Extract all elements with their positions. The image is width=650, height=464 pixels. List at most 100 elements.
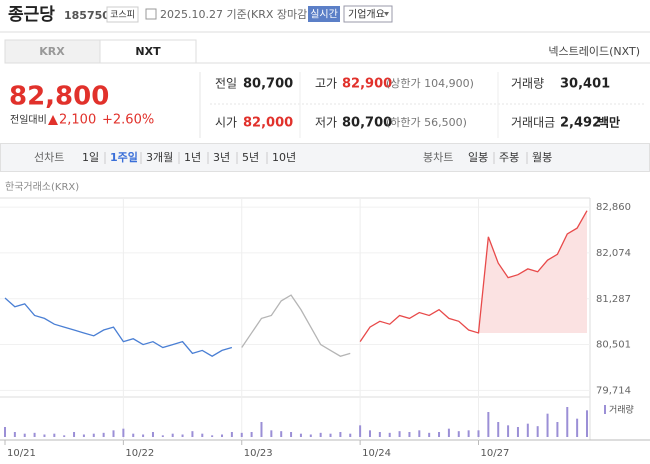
volume-bar	[33, 432, 36, 437]
volume-bar	[467, 430, 470, 437]
quote-value: 2,492	[560, 116, 601, 131]
realtime-button[interactable]	[308, 6, 340, 22]
period-option[interactable]: 5년	[242, 151, 259, 164]
volume-bar	[398, 431, 401, 437]
x-tick-label: 10/27	[480, 448, 509, 459]
volume-bar	[260, 422, 263, 437]
candle-option[interactable]: 월봉	[532, 151, 552, 164]
volume-bar	[329, 433, 332, 437]
price-line	[359, 210, 588, 343]
volume-bar	[112, 430, 115, 437]
volume-bar	[536, 426, 539, 437]
volume-bar	[408, 432, 411, 437]
quote-value: 30,401	[560, 77, 610, 92]
quote-unit: 백만	[598, 115, 620, 130]
volume-bar	[151, 432, 154, 437]
x-tick-label: 10/24	[362, 448, 391, 459]
change-label: 전일대비	[10, 114, 47, 126]
volume-bar	[487, 412, 490, 437]
volume-bar	[132, 433, 135, 437]
period-option[interactable]: 1년	[184, 151, 201, 164]
volume-bar	[339, 432, 342, 437]
quote-value: 80,700	[342, 116, 392, 131]
volume-bar	[566, 407, 569, 437]
realtime[interactable]: 실시간	[310, 9, 338, 21]
quote-label: 저가	[315, 116, 337, 130]
period-option[interactable]: 3개월	[146, 151, 173, 164]
chart-source: 한국거래소(KRX)	[5, 181, 79, 193]
x-tick-label: 10/22	[125, 448, 154, 459]
volume-bar	[309, 434, 312, 437]
volume-bar	[250, 432, 253, 437]
quote-note: (상한가 104,900)	[386, 77, 474, 90]
volume-bar	[290, 432, 293, 437]
x-tick-label: 10/23	[244, 448, 273, 459]
volume-bar	[211, 435, 214, 437]
volume-bar	[240, 432, 243, 437]
area-fill	[478, 210, 587, 333]
quote-label: 고가	[315, 77, 337, 91]
volume-bar	[53, 433, 56, 437]
tab-label[interactable]: NXT	[135, 45, 161, 58]
market-badge	[106, 6, 139, 23]
quote-value: 80,700	[243, 77, 293, 92]
quote-label: 시가	[215, 116, 237, 130]
volume-bar	[73, 432, 76, 437]
quote-label: 전일	[215, 77, 237, 91]
volume-bar	[4, 427, 6, 437]
calendar-icon	[145, 8, 157, 20]
tab-label[interactable]: KRX	[39, 45, 65, 58]
volume-bar	[221, 434, 224, 437]
tab-nxt[interactable]	[99, 39, 197, 64]
volume-bar	[181, 434, 184, 437]
y-tick-label: 82,860	[596, 202, 631, 213]
volume-bar	[388, 432, 391, 437]
volume-bar	[586, 410, 588, 437]
volume-bar	[418, 430, 421, 437]
volume-bar	[161, 435, 164, 437]
y-tick-label: 81,287	[596, 294, 631, 305]
volume-bar	[142, 434, 145, 437]
period-option[interactable]: 10년	[272, 151, 296, 164]
volume-bar	[280, 431, 283, 437]
quote-value: 82,000	[243, 116, 293, 131]
quote-label: 거래대금	[511, 116, 555, 130]
company[interactable]: 기업개요	[348, 8, 385, 21]
change: 2,100	[59, 113, 96, 128]
candle-option[interactable]: 주봉	[499, 151, 519, 164]
y-tick-label: 79,714	[596, 385, 631, 396]
x-tick-label: 10/21	[7, 448, 36, 459]
volume-bar	[576, 418, 579, 437]
volume-bar	[270, 430, 273, 437]
volume-bar	[359, 425, 362, 437]
quote-note: (하한가 56,500)	[386, 115, 467, 129]
company-button[interactable]	[343, 5, 393, 23]
volume-bar	[447, 428, 450, 437]
market: 코스피	[110, 10, 135, 21]
volume-bar	[230, 432, 233, 437]
candle-chart-label: 봉차트	[423, 151, 453, 164]
volume-bar	[378, 432, 381, 437]
nxt-link[interactable]: 넥스트레이드(NXT)	[548, 45, 640, 58]
volume-bar	[477, 430, 480, 437]
volume-bar	[171, 433, 174, 437]
up-arrow	[48, 115, 58, 125]
volume-bar	[43, 434, 46, 437]
price-line	[241, 294, 351, 357]
period-option[interactable]: 3년	[213, 151, 230, 164]
volume-bar	[438, 432, 441, 437]
period-option[interactable]: 1주일	[110, 150, 138, 164]
volume-legend: 거래량	[609, 404, 634, 416]
date: 2025.10.27 기준(KRX 장마감)	[160, 8, 312, 21]
volume-bar	[102, 432, 105, 437]
volume-bar	[201, 433, 204, 437]
legend-swatch	[604, 405, 606, 414]
price-line	[4, 297, 233, 357]
volume-bar	[368, 430, 371, 437]
period-option[interactable]: 1일	[82, 150, 99, 164]
candle-option[interactable]: 일봉	[468, 150, 488, 164]
line-chart-label: 선차트	[34, 151, 64, 164]
y-tick-label: 80,501	[596, 340, 631, 351]
volume-bar	[82, 434, 85, 437]
